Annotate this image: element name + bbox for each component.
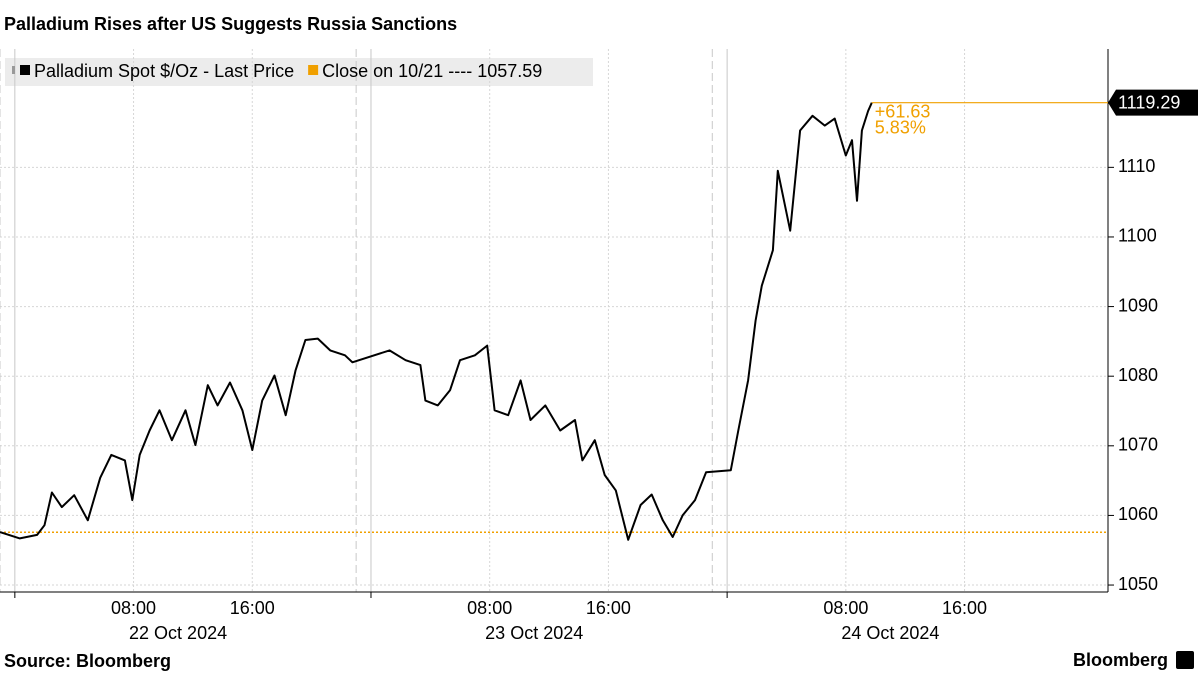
last-price-tag bbox=[1108, 89, 1198, 116]
legend-swatch bbox=[308, 65, 319, 75]
change-annotation: +61.63 bbox=[875, 101, 931, 121]
legend-icon bbox=[12, 66, 15, 74]
change-annotation: 5.83% bbox=[875, 117, 926, 137]
source: Source: Bloomberg bbox=[4, 651, 171, 671]
x-day-label: 22 Oct 2024 bbox=[129, 623, 227, 643]
last-price-label: 1119.29 bbox=[1118, 92, 1180, 112]
brand-icon bbox=[1176, 651, 1194, 669]
y-tick-label: 1090 bbox=[1118, 295, 1158, 315]
brand: Bloomberg bbox=[1073, 650, 1168, 670]
y-tick-label: 1070 bbox=[1118, 435, 1158, 455]
y-tick-label: 1050 bbox=[1118, 574, 1158, 594]
x-tick-label: 08:00 bbox=[467, 598, 512, 618]
y-tick-label: 1110 bbox=[1118, 156, 1155, 176]
x-day-label: 24 Oct 2024 bbox=[841, 623, 939, 643]
x-tick-label: 16:00 bbox=[942, 598, 987, 618]
y-tick-label: 1080 bbox=[1118, 365, 1158, 385]
x-tick-label: 08:00 bbox=[823, 598, 868, 618]
chart-title: Palladium Rises after US Suggests Russia… bbox=[4, 14, 457, 34]
legend-label: Palladium Spot $/Oz - Last Price bbox=[34, 61, 294, 81]
x-tick-label: 16:00 bbox=[230, 598, 275, 618]
x-tick-label: 16:00 bbox=[586, 598, 631, 618]
legend-label: Close on 10/21 ---- 1057.59 bbox=[322, 61, 542, 81]
y-tick-label: 1060 bbox=[1118, 504, 1158, 524]
x-day-label: 23 Oct 2024 bbox=[485, 623, 583, 643]
legend-box bbox=[5, 58, 593, 86]
y-tick-label: 1100 bbox=[1118, 226, 1157, 246]
price-line bbox=[0, 102, 873, 541]
x-tick-label: 08:00 bbox=[111, 598, 156, 618]
legend-swatch bbox=[20, 65, 30, 75]
